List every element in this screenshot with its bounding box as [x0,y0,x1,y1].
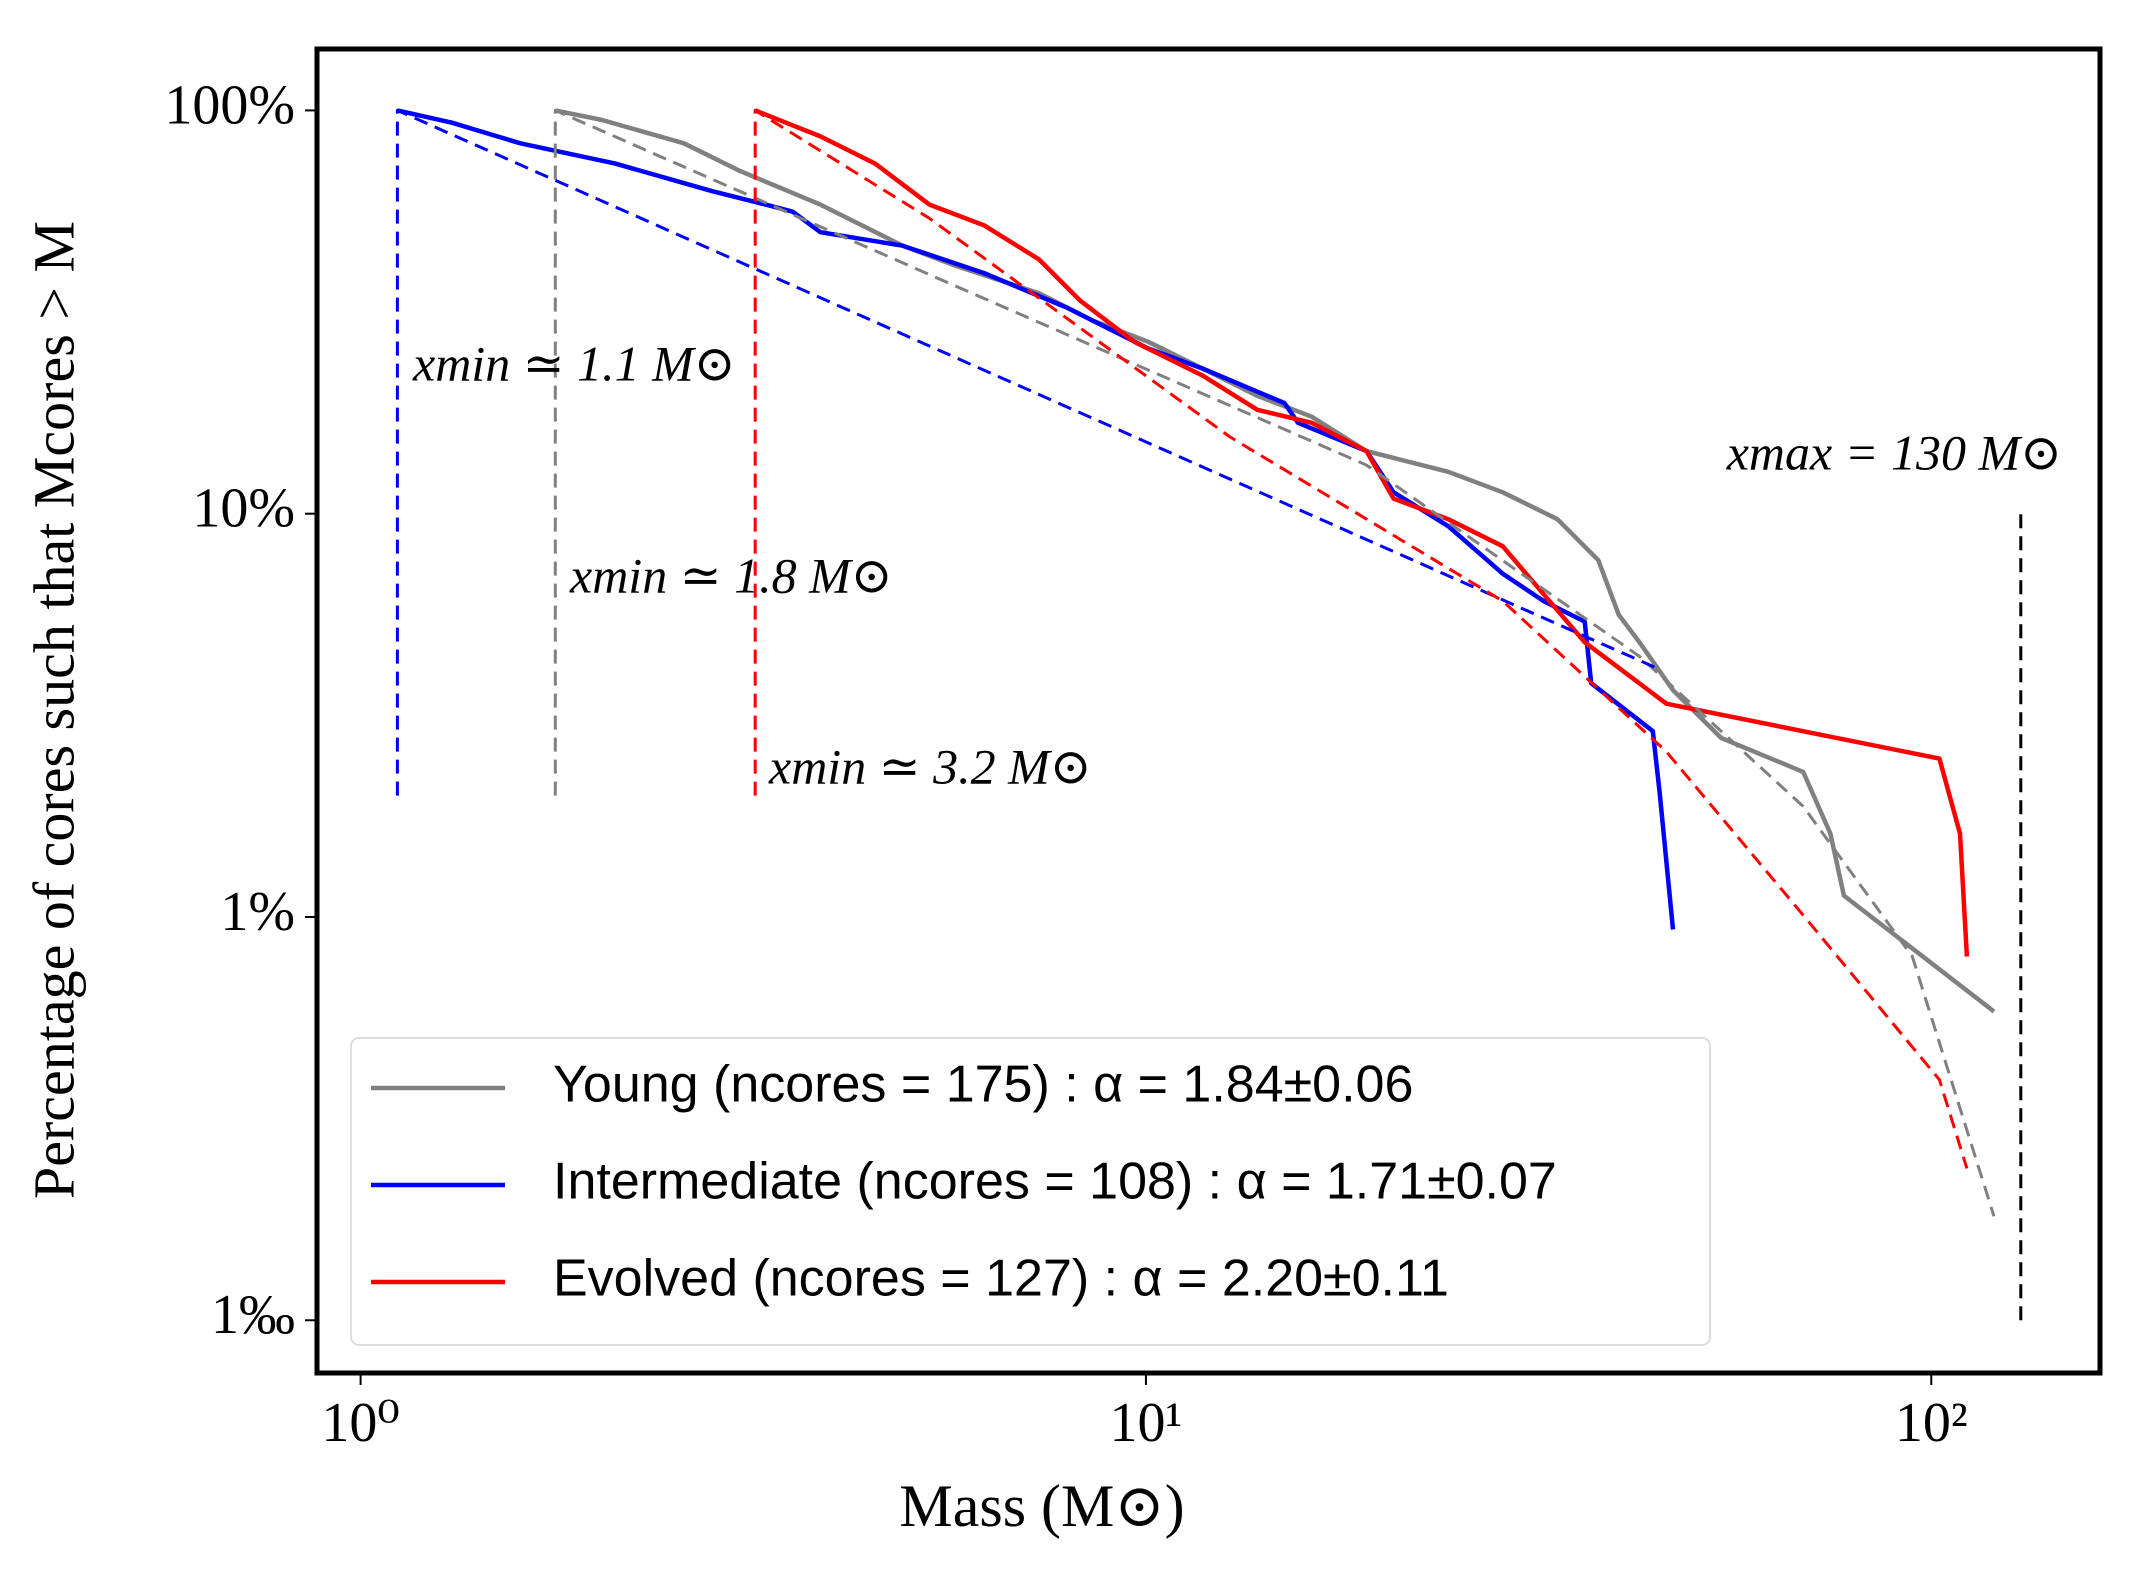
data-line [554,108,1996,1014]
annotation: xmax = 130 M⊙ [1726,424,2062,480]
x-tick-label: 10¹ [1110,1392,1183,1454]
legend-label: Intermediate (ncores = 108) : α = 1.71±0… [553,1153,1557,1211]
x-axis-label: Mass (M⊙) [899,1473,1184,1539]
y-tick-label: 10% [192,478,295,540]
legend-label: Evolved (ncores = 127) : α = 2.20±0.11 [553,1250,1449,1308]
annotation: xmin ≃ 3.2 M⊙ [768,738,1092,794]
legend-label: Young (ncores = 175) : α = 1.84±0.06 [553,1056,1413,1114]
plot-frame [314,46,2103,1376]
data-line [754,108,1970,957]
y-tick-label: 1‰ [211,1284,295,1346]
y-tick-label: 100% [164,74,295,136]
fit-line [553,108,1996,1217]
annotation: xmin ≃ 1.1 M⊙ [412,335,736,391]
legend-box [350,1037,1711,1346]
x-tick-label: 10² [1895,1392,1968,1454]
x-tick-label: 10⁰ [321,1392,399,1454]
data-line [396,108,1676,930]
fit-line [753,108,1969,1169]
y-axis-label: Percentage of cores such that Mcores > M [21,221,86,1199]
annotation: xmin ≃ 1.8 M⊙ [569,547,893,603]
y-tick-label: 1% [220,881,295,943]
fit-line [395,108,1661,796]
